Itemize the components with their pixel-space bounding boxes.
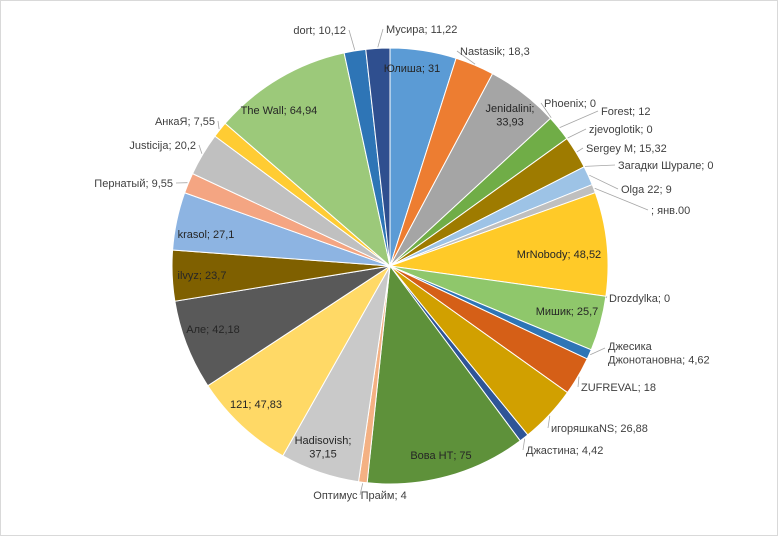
- data-label-unnamed-9: ; янв.00: [651, 205, 690, 217]
- leader-line-zjevoglotik: [568, 129, 586, 138]
- data-label-игоряшкаns: игоряшкаNS; 26,88: [551, 423, 648, 435]
- data-label-zjevoglotik: zjevoglotik; 0: [589, 124, 653, 136]
- leader-line-анкая: [218, 121, 219, 129]
- data-label-sergey-m: Sergey M; 15,32: [586, 143, 667, 155]
- leader-line-dort: [349, 30, 355, 50]
- data-label-мишик: Мишик; 25,7: [536, 306, 599, 318]
- leader-line-джастина: [523, 439, 525, 450]
- data-label-nastasik: Nastasik; 18,3: [460, 46, 530, 58]
- data-label-юлиша: Юлиша; 31: [384, 63, 440, 75]
- data-label-але: Але; 42,18: [186, 324, 240, 336]
- leader-line-загадки-шурале: [585, 165, 615, 166]
- data-label-мусира: Мусира; 11,22: [386, 24, 457, 36]
- leader-line-джесика-джонотановна: [590, 348, 605, 355]
- data-label-zufreval: ZUFREVAL; 18: [581, 382, 656, 394]
- data-label-drozdylka: Drozdylka; 0: [609, 293, 670, 305]
- data-label-mrnobody: MrNobody; 48,52: [517, 249, 601, 261]
- leader-line-justicija: [199, 145, 202, 154]
- data-label-olga-22: Olga 22; 9: [621, 184, 672, 196]
- leader-line-игоряшкаns: [548, 416, 550, 428]
- data-label-анкая: АнкаЯ; 7,55: [155, 116, 215, 128]
- data-label-ilvyz: ilvyz; 23,7: [178, 270, 227, 282]
- data-label-krasol: krasol; 27,1: [178, 229, 235, 241]
- data-label-121: 121; 47,83: [230, 399, 282, 411]
- data-label-джастина: Джастина; 4,42: [526, 445, 603, 457]
- slices-layer: [172, 48, 608, 484]
- data-label-justicija: Justicija; 20,2: [129, 140, 196, 152]
- leader-line-sergey-m: [577, 148, 583, 152]
- data-label-оптимус-прайм: Оптимус Прайм; 4: [313, 490, 406, 502]
- data-label-dort: dort; 10,12: [293, 25, 346, 37]
- leader-line-zufreval: [578, 377, 579, 387]
- data-label-the-wall: The Wall; 64,94: [241, 105, 318, 117]
- data-label-загадки-шурале: Загадки Шурале; 0: [618, 160, 714, 172]
- data-label-пернатый: Пернатый; 9,55: [94, 178, 173, 190]
- data-label-phoenix: Phoenix; 0: [544, 98, 596, 110]
- data-label-вова-нт: Вова НТ; 75: [410, 450, 471, 462]
- leader-line-мусира: [378, 29, 383, 47]
- data-label-forest: Forest; 12: [601, 106, 651, 118]
